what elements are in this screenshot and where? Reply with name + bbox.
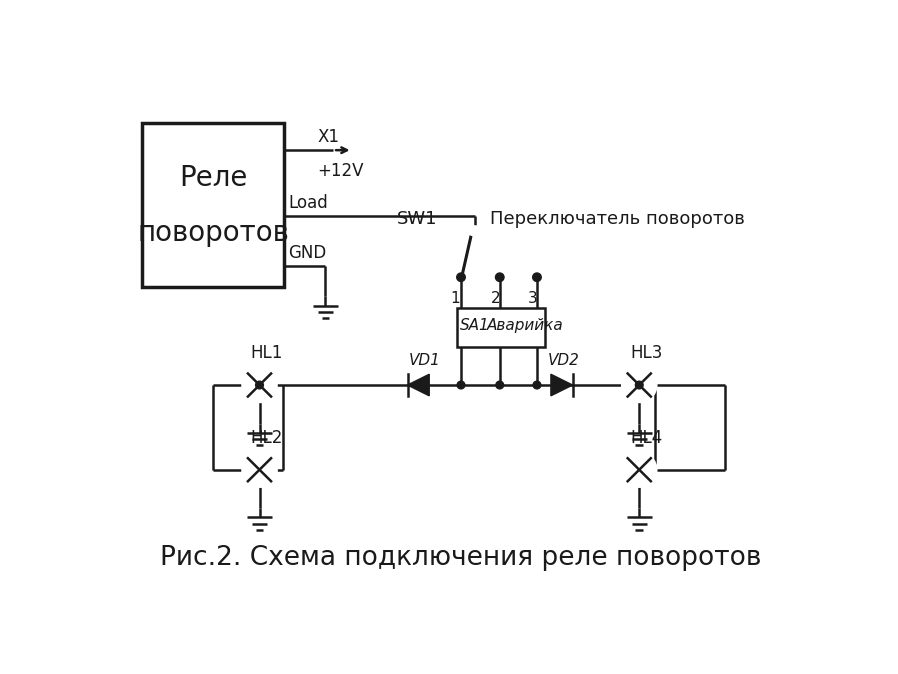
Circle shape: [496, 381, 504, 389]
Circle shape: [622, 453, 656, 487]
Circle shape: [242, 453, 277, 487]
Bar: [142, 123, 285, 287]
Circle shape: [471, 226, 480, 236]
Text: Реле: Реле: [179, 164, 247, 192]
Circle shape: [496, 273, 504, 282]
Text: HL4: HL4: [630, 429, 662, 447]
Text: 3: 3: [528, 291, 538, 306]
Circle shape: [457, 273, 465, 282]
Text: GND: GND: [288, 244, 327, 262]
Bar: [457, 308, 545, 346]
Text: X1: X1: [318, 128, 339, 146]
Polygon shape: [550, 374, 573, 396]
Text: Рис.2. Схема подключения реле поворотов: Рис.2. Схема подключения реле поворотов: [160, 545, 761, 572]
Text: HL1: HL1: [251, 344, 283, 362]
Text: +12V: +12V: [318, 162, 364, 180]
Text: HL3: HL3: [630, 344, 663, 362]
Text: Load: Load: [288, 194, 328, 212]
Text: 1: 1: [450, 291, 460, 306]
Circle shape: [622, 368, 656, 402]
Text: Переключатель поворотов: Переключатель поворотов: [490, 210, 745, 228]
Text: SW1: SW1: [397, 210, 437, 228]
Circle shape: [457, 381, 465, 389]
Circle shape: [242, 368, 277, 402]
Text: 2: 2: [491, 291, 501, 306]
Circle shape: [533, 381, 541, 389]
Text: HL2: HL2: [251, 429, 283, 447]
Text: SA1: SA1: [460, 318, 490, 333]
Polygon shape: [408, 374, 429, 396]
Text: VD2: VD2: [548, 353, 580, 368]
Text: VD1: VD1: [409, 353, 441, 368]
Text: поворотов: поворотов: [137, 218, 289, 247]
Text: Аварийка: Аварийка: [487, 318, 563, 333]
Circle shape: [533, 273, 541, 282]
Circle shape: [636, 381, 643, 389]
Circle shape: [256, 381, 263, 389]
